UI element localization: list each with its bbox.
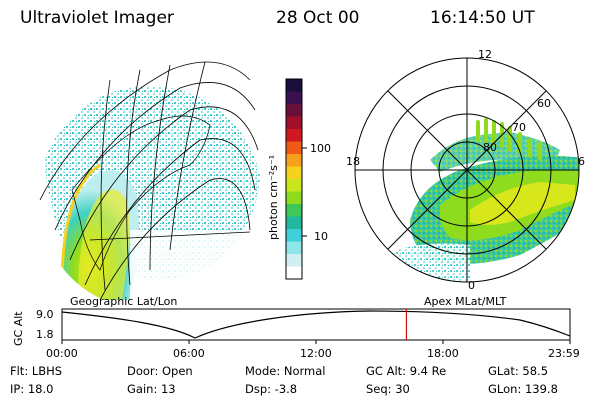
time-label: 16:14:50 UT — [430, 8, 535, 28]
polar-grid — [354, 57, 580, 283]
mlt-label-0: 0 — [468, 279, 475, 292]
colorbar-swatch — [286, 254, 302, 268]
colorbar-swatch — [286, 191, 302, 205]
lat-label-70: 70 — [512, 121, 526, 134]
left-panel-label: Geographic Lat/Lon — [70, 295, 178, 308]
gain-info: Gain: 13 — [127, 382, 176, 396]
timeline-xtick-1800: 18:00 — [427, 347, 459, 360]
colorbar-swatch — [286, 79, 302, 93]
timeline-xtick-1200: 12:00 — [300, 347, 332, 360]
colorbar-swatch — [286, 154, 302, 168]
timeline-ytick-9: 9.0 — [36, 308, 54, 321]
timeline-xtick-2359: 23:59 — [548, 347, 580, 360]
date-label: 28 Oct 00 — [276, 8, 360, 28]
colorbar-tick-100: 100 — [310, 142, 331, 155]
colorbar-swatch — [286, 241, 302, 255]
door-info: Door: Open — [127, 364, 193, 378]
seq-info: Seq: 30 — [366, 382, 410, 396]
colorbar-swatch — [286, 204, 302, 218]
right-panel-label: Apex MLat/MLT — [424, 295, 507, 308]
colorbar-frame — [285, 78, 303, 280]
filter-info: Flt: LBHS — [10, 364, 63, 378]
mlt-label-12: 12 — [478, 48, 492, 61]
lat-label-80: 80 — [483, 141, 497, 154]
gcalt-info: GC Alt: 9.4 Re — [366, 364, 447, 378]
timeline-xtick-0600: 06:00 — [173, 347, 205, 360]
mlt-label-6: 6 — [578, 155, 585, 168]
colorbar-swatch — [286, 229, 302, 243]
colorbar-swatch — [286, 129, 302, 143]
colorbar-swatch — [286, 166, 302, 180]
instrument-title: Ultraviolet Imager — [20, 8, 174, 28]
mlt-label-18: 18 — [346, 155, 360, 168]
colorbar-swatch — [286, 216, 302, 230]
colorbar-swatch — [286, 179, 302, 193]
colorbar-swatch — [286, 91, 302, 105]
colorbar-swatch — [286, 266, 302, 280]
colorbar-tick-10: 10 — [314, 230, 328, 243]
lat-label-60: 60 — [537, 97, 551, 110]
ip-info: IP: 18.0 — [10, 382, 54, 396]
colorbar-swatch — [286, 141, 302, 155]
timeline-xtick-0000: 00:00 — [46, 347, 78, 360]
left-grid — [39, 61, 259, 301]
colorbar-swatch — [286, 104, 302, 118]
colorbar — [285, 78, 303, 280]
glon-info: GLon: 139.8 — [488, 382, 558, 396]
glat-info: GLat: 58.5 — [488, 364, 549, 378]
timeline-ytick-1.8: 1.8 — [36, 328, 54, 341]
mode-info: Mode: Normal — [245, 364, 326, 378]
dsp-info: Dsp: -3.8 — [245, 382, 298, 396]
colorbar-swatch — [286, 116, 302, 130]
